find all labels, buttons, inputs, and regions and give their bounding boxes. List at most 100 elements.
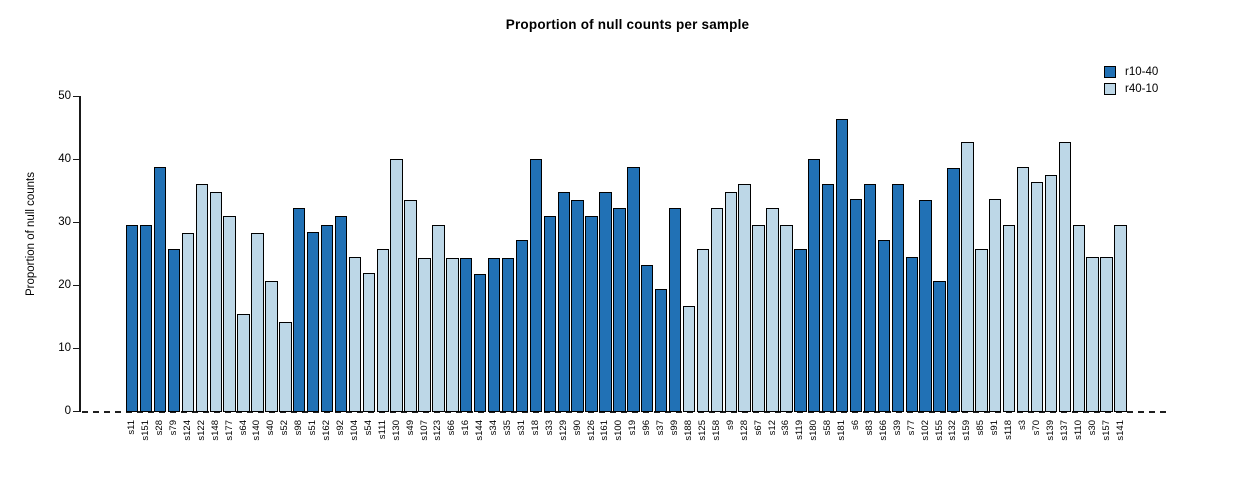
bar-s92 bbox=[334, 216, 348, 412]
bar-s166 bbox=[877, 240, 891, 412]
y-tick bbox=[73, 410, 80, 413]
bar-s3 bbox=[1016, 167, 1030, 412]
y-tick-label: 0 bbox=[64, 405, 71, 418]
x-tick-label-s132: s132 bbox=[947, 420, 959, 441]
x-tick-label-s52: s52 bbox=[279, 420, 291, 436]
x-tick-label-s33: s33 bbox=[543, 420, 555, 436]
x-tick-label-s70: s70 bbox=[1031, 420, 1042, 436]
bar-s148 bbox=[209, 191, 222, 412]
bar-s140 bbox=[251, 232, 264, 412]
x-tick-label-s122: s122 bbox=[195, 420, 207, 441]
x-tick-label-s12: s12 bbox=[766, 420, 778, 436]
legend-swatch-r10-40-icon bbox=[1104, 65, 1116, 78]
bar-s161 bbox=[599, 191, 612, 412]
x-tick-label-s90: s90 bbox=[571, 420, 583, 436]
bar-s177 bbox=[223, 215, 236, 412]
x-tick-label-s118: s118 bbox=[1003, 420, 1015, 440]
x-tick-label-s3: s3 bbox=[1017, 420, 1029, 431]
bar-s188 bbox=[682, 306, 696, 412]
bar-s141 bbox=[1114, 224, 1127, 412]
x-tick-label-s119: s119 bbox=[794, 420, 806, 440]
x-tick-label-s166: s166 bbox=[877, 420, 889, 441]
x-tick-label-s104: s104 bbox=[348, 420, 360, 441]
x-tick-label-s100: s100 bbox=[613, 420, 625, 441]
bar-s79 bbox=[167, 248, 181, 412]
bar-s102 bbox=[919, 200, 932, 412]
x-tick-label-s130: s130 bbox=[390, 420, 402, 441]
y-tick bbox=[73, 221, 80, 224]
x-tick-label-s140: s140 bbox=[251, 420, 263, 441]
legend-label-r10-40: r10-40 bbox=[1125, 65, 1159, 78]
x-tick-label-s107: s107 bbox=[418, 420, 430, 441]
bar-s129 bbox=[557, 191, 570, 412]
bar-s67 bbox=[752, 224, 765, 412]
bar-s119 bbox=[794, 248, 807, 412]
bar-s180 bbox=[808, 159, 821, 412]
bar-s9 bbox=[724, 191, 737, 412]
x-tick-label-s177: s177 bbox=[223, 420, 235, 441]
bar-s40 bbox=[265, 281, 278, 412]
bar-s51 bbox=[306, 232, 320, 412]
x-tick-label-s92: s92 bbox=[335, 420, 346, 436]
bar-s36 bbox=[780, 224, 793, 412]
legend-item-r10-40: r10-40 bbox=[1104, 63, 1158, 80]
x-tick-label-s99: s99 bbox=[669, 420, 681, 436]
x-tick-label-s137: s137 bbox=[1058, 420, 1070, 441]
x-tick-label-s157: s157 bbox=[1100, 420, 1112, 441]
x-tick-label-s151: s151 bbox=[140, 420, 152, 441]
bar-s54 bbox=[362, 273, 376, 412]
x-tick-label-s36: s36 bbox=[780, 420, 792, 436]
x-tick-label-s123: s123 bbox=[432, 420, 444, 441]
bar-s34 bbox=[487, 257, 501, 412]
bar-s123 bbox=[432, 224, 445, 412]
y-tick-label: 20 bbox=[58, 279, 71, 292]
x-tick-label-s159: s159 bbox=[961, 420, 973, 441]
x-tick-label-s67: s67 bbox=[752, 420, 764, 436]
x-tick-label-s125: s125 bbox=[696, 420, 708, 441]
bar-s125 bbox=[696, 248, 710, 412]
legend: r10-40 r40-10 bbox=[1104, 63, 1158, 97]
x-tick-label-s148: s148 bbox=[209, 420, 221, 441]
x-tick-label-s85: s85 bbox=[975, 420, 987, 436]
bar-s11 bbox=[126, 224, 139, 412]
bar-s137 bbox=[1058, 142, 1072, 412]
bar-s83 bbox=[863, 183, 877, 412]
bar-s18 bbox=[529, 159, 543, 412]
y-axis-line bbox=[79, 96, 81, 412]
bar-s158 bbox=[710, 208, 724, 412]
bar-s118 bbox=[1002, 224, 1016, 412]
y-tick-label: 40 bbox=[58, 153, 71, 166]
x-tick-label-s39: s39 bbox=[891, 420, 903, 436]
x-tick-label-s19: s19 bbox=[627, 420, 639, 436]
bar-s107 bbox=[418, 257, 431, 412]
y-tick bbox=[73, 95, 80, 98]
bar-s91 bbox=[989, 199, 1002, 412]
bar-s96 bbox=[641, 264, 654, 412]
bar-s90 bbox=[571, 200, 584, 412]
bar-s6 bbox=[849, 199, 863, 412]
x-tick-label-s111: s111 bbox=[376, 420, 388, 440]
legend-label-r40-10: r40-10 bbox=[1125, 82, 1159, 95]
bar-s162 bbox=[320, 224, 334, 412]
y-tick bbox=[73, 284, 80, 287]
x-tick-label-s9: s9 bbox=[724, 420, 736, 431]
x-tick-label-s155: s155 bbox=[933, 420, 945, 441]
bar-s39 bbox=[891, 183, 904, 412]
bar-s159 bbox=[961, 142, 974, 412]
y-axis-title: Proportion of null counts bbox=[25, 171, 37, 297]
x-tick-label-s40: s40 bbox=[265, 420, 277, 436]
x-tick-label-s51: s51 bbox=[307, 420, 319, 436]
x-tick-label-s30: s30 bbox=[1086, 420, 1098, 436]
x-tick-label-s110: s110 bbox=[1072, 420, 1084, 440]
x-tick-label-s16: s16 bbox=[460, 420, 472, 436]
bar-s155 bbox=[933, 281, 946, 412]
bar-s37 bbox=[654, 289, 668, 412]
x-tick-label-s181: s181 bbox=[836, 420, 848, 441]
x-tick-label-s102: s102 bbox=[919, 420, 931, 441]
x-tick-label-s28: s28 bbox=[154, 420, 166, 436]
y-tick-label: 30 bbox=[58, 216, 71, 229]
x-tick-label-s49: s49 bbox=[404, 420, 416, 436]
bar-s98 bbox=[293, 208, 306, 412]
x-tick-label-s11: s11 bbox=[126, 420, 138, 435]
